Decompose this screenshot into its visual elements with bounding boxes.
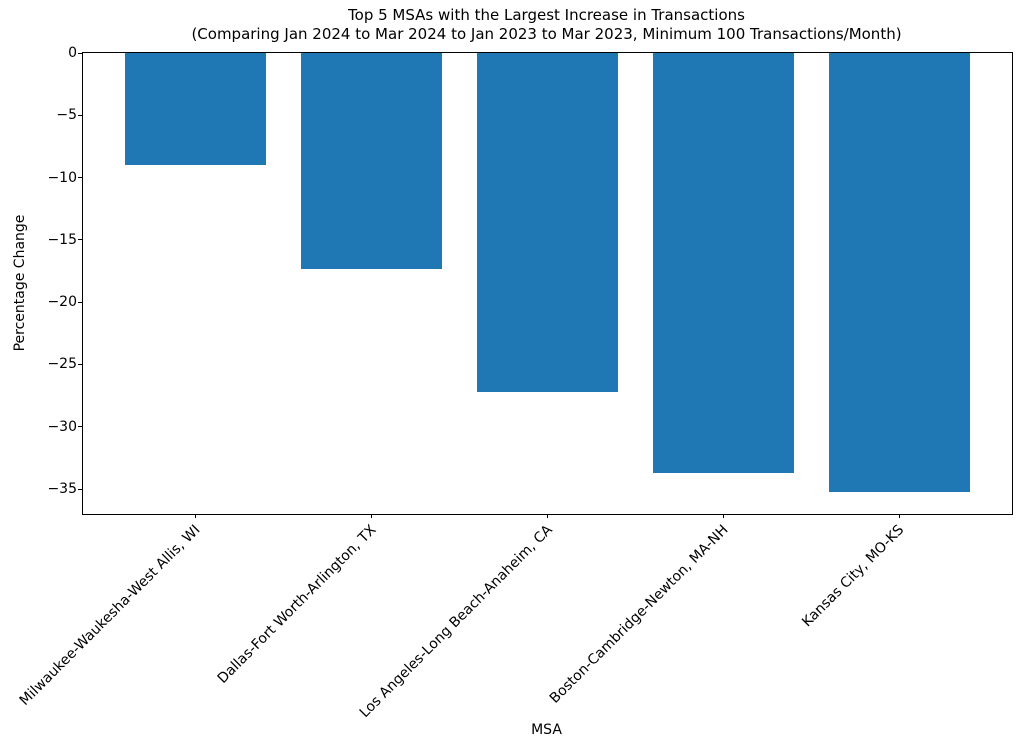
y-axis-label: Percentage Change (12, 214, 28, 352)
y-tick-label: −25 (47, 356, 77, 373)
x-tick-mark (195, 514, 197, 518)
plot-area: Milwaukee-Waukesha-West Allis, WI Dallas-… (17, 46, 1013, 721)
bar-1 (125, 53, 266, 166)
x-tick-mark (722, 514, 724, 518)
bar-3 (477, 53, 618, 392)
y-tick-label: −10 (47, 169, 77, 186)
bar-4 (653, 53, 794, 473)
y-tick-label: 0 (68, 45, 77, 61)
y-tick-mark (78, 488, 82, 490)
y-tick-label: −20 (47, 294, 77, 311)
y-tick-mark (78, 114, 82, 116)
x-tick-mark (898, 514, 900, 518)
x-tick-mark (547, 514, 548, 518)
y-tick-label: −30 (47, 418, 77, 435)
y-tick-mark (78, 426, 82, 428)
y-tick-mark (78, 301, 82, 303)
x-tick-label: Kansas City, MO-KS (799, 522, 908, 631)
y-tick-label: −5 (56, 107, 77, 124)
x-tick-label: Los Angeles-Long Beach-Anaheim, CA (356, 522, 556, 721)
y-tick-mark (78, 177, 82, 179)
y-tick-mark (78, 239, 82, 241)
x-tick-label: Boston-Cambridge-Newton, MA-NH (547, 522, 732, 707)
x-tick-mark (371, 514, 373, 518)
y-tick-mark (78, 363, 82, 365)
bar-2 (301, 53, 442, 269)
chart-subtitle: (Comparing Jan 2024 to Mar 2024 to Jan 2… (191, 25, 902, 43)
y-tick-label: −35 (47, 481, 77, 498)
chart-title-block: Top 5 MSAs with the Largest Increase in … (82, 6, 1011, 44)
y-tick-mark (78, 52, 82, 54)
x-tick-label: Dallas-Fort Worth-Arlington, TX (214, 522, 380, 687)
y-tick-label: −15 (47, 231, 77, 248)
chart-title: Top 5 MSAs with the Largest Increase in … (348, 6, 745, 24)
bar-5 (829, 53, 970, 492)
x-tick-label: Milwaukee-Waukesha-West Allis, WI (17, 522, 204, 709)
x-axis-label: MSA (531, 722, 562, 738)
